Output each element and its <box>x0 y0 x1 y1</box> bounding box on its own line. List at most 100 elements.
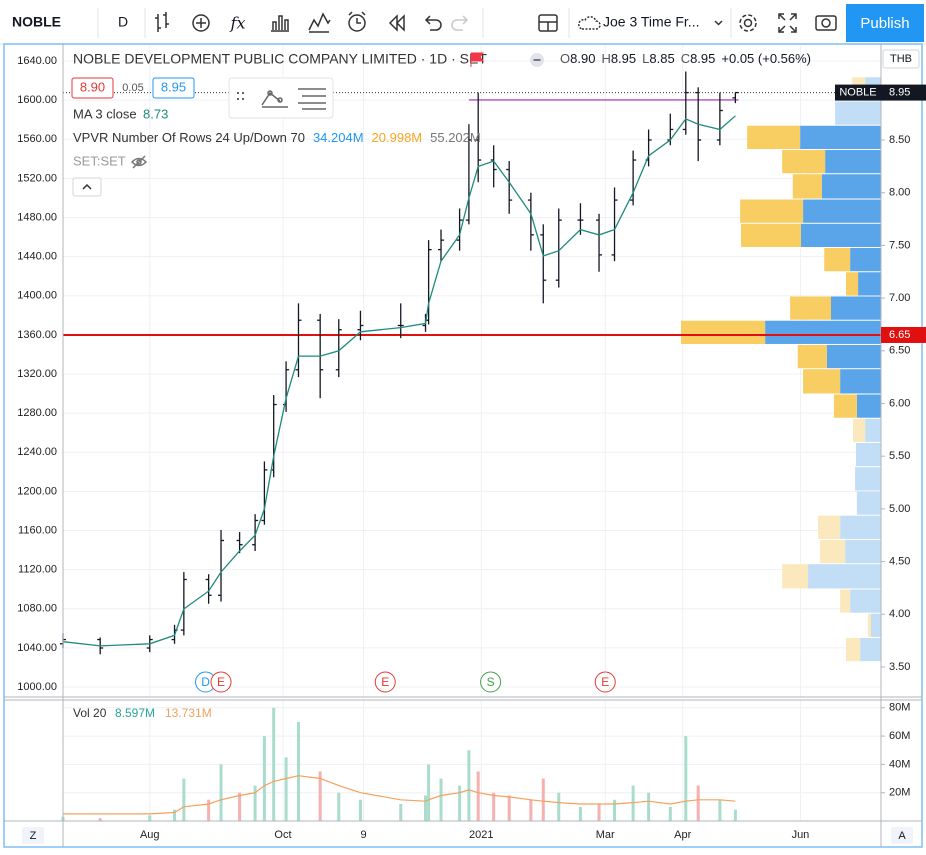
event-marker[interactable] <box>480 671 502 693</box>
bid: 8.90 <box>80 79 105 94</box>
spread: 0.05 <box>122 82 143 94</box>
legend: NOBLE DEVELOPMENT PUBLIC COMPANY LIMITED… <box>22 49 920 844</box>
volume-profile <box>681 77 881 662</box>
layout-icon[interactable] <box>538 14 558 32</box>
undo-icon[interactable] <box>424 15 442 31</box>
y2-tick-label: 1000.00 <box>17 681 57 693</box>
profile-down <box>824 248 851 272</box>
profile-up <box>856 394 881 418</box>
screenshot-icon[interactable] <box>815 15 837 31</box>
y-tick-label: 40M <box>889 758 910 770</box>
profile-down <box>740 199 804 223</box>
x-tick-label: Apr <box>674 829 691 841</box>
symbol[interactable]: NOBLE <box>12 14 61 30</box>
profile-up <box>850 589 881 613</box>
volume-bar <box>476 771 480 821</box>
cloud-icon[interactable] <box>578 16 601 30</box>
event-marker[interactable] <box>594 671 616 693</box>
indicators-icon[interactable]: fx <box>230 14 246 33</box>
y2-tick-label: 1240.00 <box>17 446 57 458</box>
volume-bar <box>358 799 362 821</box>
corner-button[interactable] <box>891 827 913 844</box>
volume-bar <box>399 804 403 821</box>
price-tag <box>881 84 926 101</box>
event-marker[interactable] <box>210 671 232 693</box>
x-tick-label: 9 <box>360 829 366 841</box>
volume-bar <box>684 736 688 821</box>
flag-icon[interactable] <box>470 52 484 67</box>
event-label: E <box>217 675 225 689</box>
volume-bar <box>541 778 545 821</box>
bar-style-icon[interactable] <box>155 12 169 32</box>
fullscreen-icon[interactable] <box>778 13 797 33</box>
volume-bar <box>439 778 443 821</box>
layout-name[interactable]: Joe 3 Time Fr... <box>603 14 699 30</box>
volume-bar <box>173 809 177 821</box>
y2-tick-label: 1200.00 <box>17 485 57 497</box>
vpvr-name: VPVR Number Of Rows 24 Up/Down 70 <box>73 130 305 145</box>
profile-down <box>846 637 861 662</box>
volume-bar <box>424 795 428 821</box>
corner-right[interactable]: A <box>898 830 906 842</box>
x-tick-label: Aug <box>140 829 160 841</box>
axes: 1000.00 1040.00 1080.00 1120.00 1160.00 1200.… <box>17 55 926 841</box>
corner-left[interactable]: Z <box>30 830 37 842</box>
volume-bar <box>696 785 700 821</box>
corner-button[interactable] <box>22 827 44 844</box>
profile-up <box>865 418 881 442</box>
x-tick-label: Mar <box>596 829 615 841</box>
chevron-icon[interactable] <box>714 20 723 26</box>
y2-tick-label: 1560.00 <box>17 133 57 145</box>
interval[interactable]: D <box>118 14 128 30</box>
settings-icon[interactable] <box>739 14 757 32</box>
volume-bar <box>668 806 672 821</box>
y2-tick-label: 1360.00 <box>17 329 57 341</box>
vol-value: 8.597M <box>115 706 155 720</box>
profile-up <box>856 491 881 515</box>
replay-icon[interactable] <box>388 14 405 32</box>
collapse-icon <box>82 183 92 190</box>
profile-down <box>792 174 822 199</box>
alert-icon[interactable] <box>348 11 366 32</box>
volume-bar <box>253 785 257 821</box>
financials-icon[interactable] <box>271 15 289 32</box>
compare-icon[interactable] <box>192 14 210 32</box>
vol-ma: 13.731M <box>165 706 212 720</box>
y-tick-label: 6.00 <box>889 397 910 409</box>
publish-label[interactable]: Publish <box>860 15 909 32</box>
redo-icon[interactable] <box>451 15 469 31</box>
templates-icon[interactable] <box>308 12 331 33</box>
collapse-button[interactable] <box>72 177 102 197</box>
floating-toolbar-icons[interactable] <box>237 88 326 110</box>
symbol-tag <box>835 84 881 101</box>
profile-up <box>765 320 881 344</box>
profile-down <box>853 418 866 442</box>
currency: THB <box>890 53 912 65</box>
event-marker[interactable] <box>374 671 396 693</box>
y2-tick-label: 1280.00 <box>17 407 57 419</box>
profile-up <box>821 174 881 199</box>
ohlc-value: 8.85 <box>649 51 674 66</box>
volume-bar <box>318 771 322 821</box>
change: +0.05 (+0.56%) <box>721 51 811 66</box>
ohlc-readout: O8.90 H8.95 L8.85 C8.95 +0.05 (+0.56%) <box>560 51 811 66</box>
ohlc-key: O <box>560 51 570 66</box>
profile-up <box>825 149 881 174</box>
y-tick-label: 80M <box>889 702 910 714</box>
volume-bar <box>492 792 496 821</box>
y-tick-label: 6.50 <box>889 345 910 357</box>
profile-down <box>820 539 846 564</box>
volume-bar <box>284 757 288 821</box>
price-tag <box>881 326 926 343</box>
instrument-title: NOBLE DEVELOPMENT PUBLIC COMPANY LIMITED… <box>73 51 487 67</box>
profile-up <box>808 564 881 589</box>
publish-button[interactable] <box>846 4 924 42</box>
profile-up <box>856 442 881 467</box>
currency-box <box>882 49 920 69</box>
hidden-eye-icon[interactable] <box>130 155 148 169</box>
event-label: S <box>487 675 495 689</box>
y-tick-label: 7.00 <box>889 292 910 304</box>
vol-name: Vol 20 <box>73 706 107 720</box>
y-tick-label: 8.00 <box>889 187 910 199</box>
ma-name: MA 3 close <box>73 106 137 121</box>
